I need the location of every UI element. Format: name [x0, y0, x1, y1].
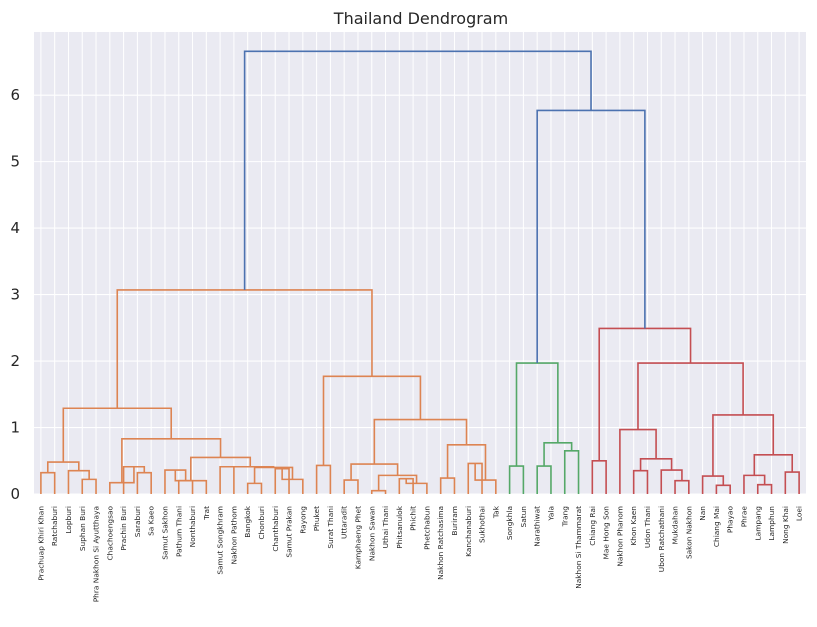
leaf-label: Mukdahan: [671, 506, 680, 545]
leaf-label: Nonthaburi: [188, 506, 197, 547]
leaf-label: Nakhon Sawan: [367, 506, 376, 561]
leaf-label: Nakhon Ratchasima: [436, 506, 445, 580]
leaf-label: Phrae: [739, 506, 748, 528]
dendrogram-link: [121, 438, 222, 483]
leaf-label: Tak: [491, 505, 500, 519]
leaf-label: Ratchaburi: [50, 506, 59, 546]
y-tick-label: 6: [10, 86, 20, 104]
leaf-label: Nakhon Pathom: [229, 506, 238, 565]
leaf-label: Kamphaeng Phet: [353, 506, 362, 569]
leaf-label: Songkhla: [505, 506, 514, 540]
dendrogram-link: [164, 469, 187, 494]
leaf-label: Udon Thani: [643, 506, 652, 548]
leaf-label: Lampang: [753, 506, 762, 541]
leaf-label: Trang: [560, 506, 569, 528]
leaf-label: Sakon Nakhon: [684, 506, 693, 559]
leaf-label: Prachin Buri: [119, 506, 128, 551]
leaf-label: Nakhon Si Thammarat: [574, 506, 583, 589]
leaf-label: Uttaradit: [340, 506, 349, 539]
leaf-label: Samut Sakhon: [160, 506, 169, 560]
dendrogram-link: [322, 375, 422, 466]
dendrogram-link: [81, 478, 97, 494]
dendrogram-link: [190, 456, 252, 481]
leaf-labels: Prachuap Khiri Khan Ratchaburi Lopburi Suph…: [36, 505, 803, 602]
leaf-label: Mae Hong Son: [602, 506, 611, 560]
leaf-label: Nong Khai: [781, 506, 790, 544]
y-tick-label: 2: [10, 352, 20, 370]
leaf-label: Pathum Thani: [174, 506, 183, 557]
dendrogram-link: [753, 453, 794, 476]
y-tick-label: 3: [10, 286, 20, 304]
y-tick-label: 1: [10, 419, 20, 437]
dendrogram-link: [227, 465, 275, 468]
y-tick-label: 0: [10, 485, 20, 503]
vertical-gridlines: [40, 32, 800, 494]
dendrogram-link: [122, 465, 146, 494]
leaf-label: Chonburi: [257, 506, 266, 540]
y-axis-ticks: 0 1 2 3 4 5 6: [10, 86, 20, 503]
dendrogram-link: [446, 444, 487, 481]
leaf-label: Kanchanaburi: [464, 506, 473, 557]
dendrogram-link: [508, 465, 525, 494]
leaf-label: Rayong: [298, 506, 307, 534]
leaf-label: Chiang Rai: [588, 506, 597, 546]
horizontal-gridlines: [34, 94, 806, 495]
plot-area: [34, 32, 806, 494]
leaf-label: Nan: [698, 506, 707, 521]
leaf-label: Nakhon Phanom: [615, 506, 624, 567]
leaf-label: Samut Songkhram: [216, 506, 225, 575]
dendrogram-link: [756, 483, 773, 494]
leaf-label: Sa Kaeo: [147, 506, 156, 536]
leaf-label: Phichit: [409, 506, 418, 531]
dendrogram-link: [712, 414, 775, 477]
dendrogram-link: [637, 362, 744, 430]
dendrogram-link: [67, 469, 90, 494]
leaf-label: Lopburi: [64, 506, 73, 534]
leaf-label: Phra Nakhon Si Ayutthaya: [92, 506, 101, 602]
dendrogram-link: [701, 475, 725, 494]
leaf-label: Satun: [519, 506, 528, 528]
dendrogram-link: [632, 469, 649, 494]
dendrogram-link: [536, 465, 552, 494]
leaf-label: Saraburi: [133, 506, 142, 537]
dendrogram-link: [281, 468, 304, 494]
dendrogram-links: [40, 50, 800, 494]
leaf-label: Uthai Thani: [381, 506, 390, 548]
dendrogram-link: [515, 362, 559, 467]
y-tick-label: 4: [10, 219, 20, 237]
leaf-label: Phetchabun: [422, 506, 431, 550]
leaf-label: Chachoengsao: [105, 506, 114, 561]
leaf-label: Lamphun: [767, 506, 776, 541]
leaf-label: Ubon Ratchathani: [657, 506, 666, 572]
leaf-label: Suphan Buri: [78, 506, 87, 551]
leaf-label: Sukhothai: [478, 506, 487, 543]
leaf-label: Prachuap Khiri Khan: [36, 506, 45, 581]
leaf-label: Buriram: [450, 506, 459, 536]
leaf-label: Khon Kaen: [629, 506, 638, 546]
leaf-label: Chanthaburi: [271, 506, 280, 552]
leaf-label: Chiang Mai: [712, 506, 721, 547]
leaf-label: Surat Thani: [326, 506, 335, 549]
dendrogram-link: [243, 50, 592, 290]
dendrogram-link: [315, 464, 332, 494]
dendrogram-link: [591, 459, 607, 494]
leaf-label: Yala: [546, 506, 555, 522]
y-tick-label: 5: [10, 153, 20, 171]
leaf-label: Samut Prakan: [285, 506, 294, 558]
leaf-label: Trat: [202, 506, 211, 521]
leaf-label: Phitsanulok: [395, 505, 404, 548]
leaf-label: Phuket: [312, 506, 321, 531]
leaf-label: Loei: [795, 506, 804, 521]
leaf-label: Bangkok: [243, 505, 252, 538]
leaf-label: Phayao: [726, 506, 735, 534]
chart-title: Thailand Dendrogram: [333, 9, 508, 28]
leaf-label: Narathiwat: [533, 506, 542, 547]
dendrogram-link: [598, 327, 692, 461]
